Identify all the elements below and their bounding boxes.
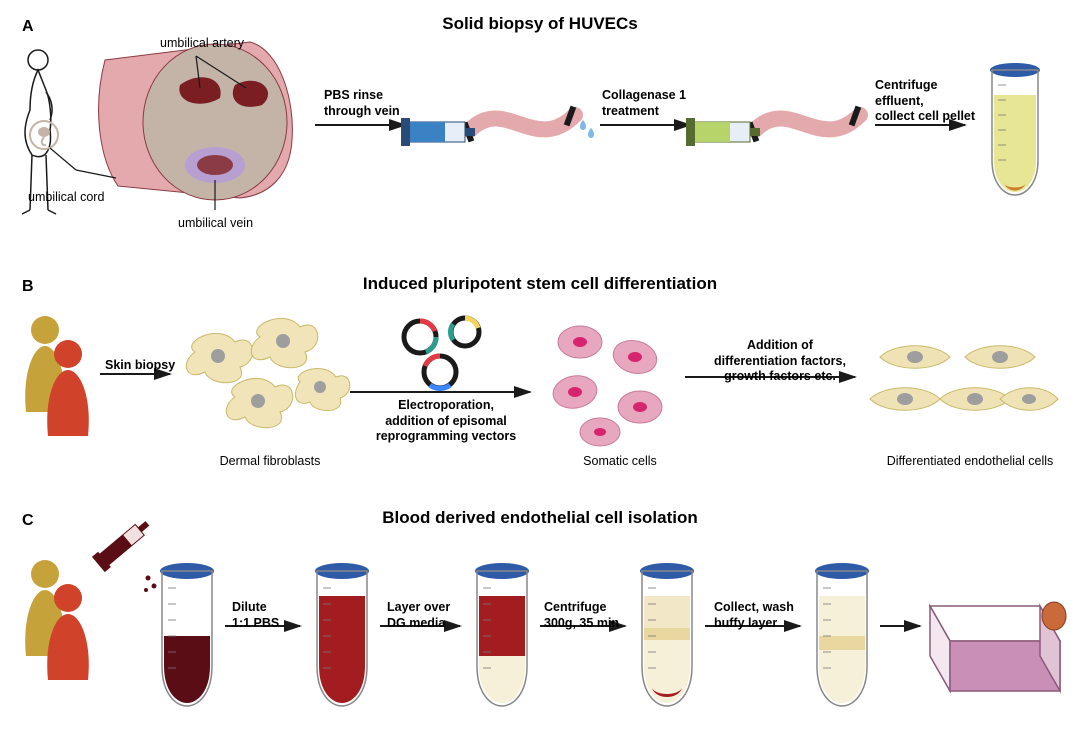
label-umbilical-artery: umbilical artery — [160, 36, 244, 52]
label-a-step2: Collagenase 1 treatment — [602, 88, 702, 119]
label-electroporation: Electroporation, addition of episomal re… — [366, 398, 526, 445]
panel-b-svg — [0, 282, 1080, 512]
label-umbilical-vein: umbilical vein — [178, 216, 253, 232]
panel-c-svg — [0, 516, 1080, 746]
label-diff-endothelial: Differentiated endothelial cells — [870, 454, 1070, 470]
label-diff-factors: Addition of differentiation factors, gro… — [700, 338, 860, 385]
label-a-step3: Centrifuge effluent, collect cell pellet — [875, 78, 985, 125]
label-umbilical-cord: umbilical cord — [28, 190, 104, 206]
label-c-centrifuge: Centrifuge 300g, 35 min — [544, 600, 619, 631]
label-c-collect: Collect, wash buffy layer — [714, 600, 794, 631]
label-c-dilute: Dilute 1:1 PBS — [232, 600, 279, 631]
label-somatic-cells: Somatic cells — [560, 454, 680, 470]
label-a-step1: PBS rinse through vein — [324, 88, 414, 119]
label-skin-biopsy: Skin biopsy — [105, 358, 175, 374]
label-dermal-fibroblasts: Dermal fibroblasts — [200, 454, 340, 470]
label-c-layer: Layer over DG media — [387, 600, 450, 631]
